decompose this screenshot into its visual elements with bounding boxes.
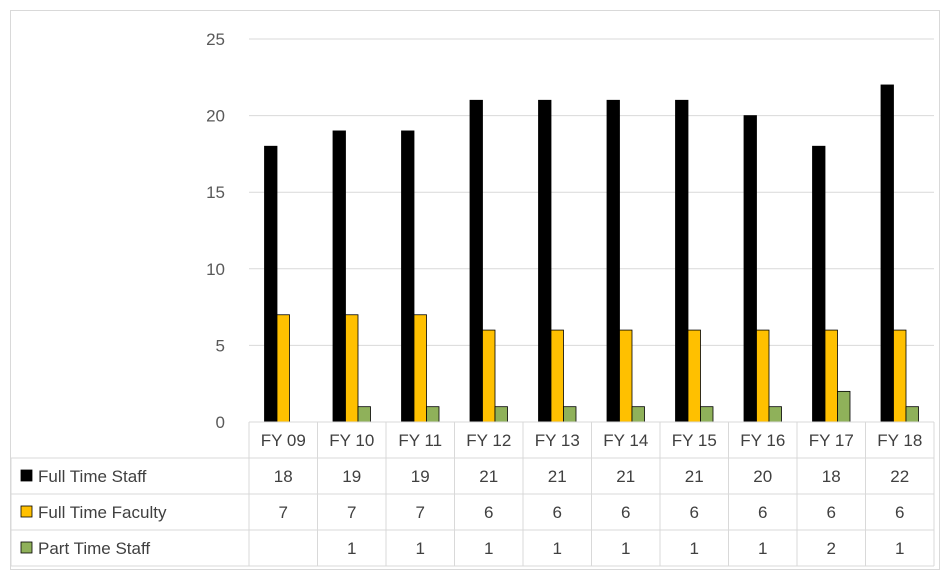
data-table-cell: 19 [411,467,430,486]
legend-key [20,469,33,482]
data-table-cell: 7 [416,503,425,522]
bar [905,406,919,423]
bar [675,99,689,423]
y-tick-label: 10 [206,260,225,279]
bar [756,329,770,423]
bar [893,329,907,423]
bar [264,145,278,423]
legend-key [20,505,33,518]
data-table-cell: 18 [822,467,841,486]
bar-chart: 0 5 10 15 20 25 FY 09 FY 10 FY 11 FY 12 FY 13 FY 14… [11,30,935,567]
data-table-cell: 6 [484,503,493,522]
bar [482,329,496,423]
x-category-label: FY 09 [261,431,306,450]
bar [276,314,290,423]
bar [619,329,633,423]
data-table-cell: 19 [342,467,361,486]
data-table-cell: 21 [685,467,704,486]
x-category-label: FY 13 [535,431,580,450]
data-table-cell: 1 [553,539,562,558]
y-tick-label: 25 [206,30,225,49]
bar [837,390,851,423]
bar [700,406,714,423]
bar [550,329,564,423]
bar [812,145,826,423]
y-tick-label: 0 [216,413,225,432]
bar [401,130,415,423]
x-category-label: FY 17 [809,431,854,450]
bar [413,314,427,423]
x-category-label: FY 18 [877,431,922,450]
data-table-cell: 1 [416,539,425,558]
data-table-cell: 6 [895,503,904,522]
data-table-cell: 1 [758,539,767,558]
bar [494,406,508,423]
data-table-cell: 21 [479,467,498,486]
data-table-cell: 18 [274,467,293,486]
bar [357,406,371,423]
data-table-cell: 6 [553,503,562,522]
data-table-cell: 6 [690,503,699,522]
chart-frame: 0 5 10 15 20 25 FY 09 FY 10 FY 11 FY 12 FY 13 FY 14… [10,10,940,570]
bar [631,406,645,423]
bar [824,329,838,423]
bar [606,99,620,423]
x-category-label: FY 10 [329,431,374,450]
y-tick-label: 15 [206,183,225,202]
bar [469,99,483,423]
data-table-cell: 6 [621,503,630,522]
x-category-label: FY 11 [398,431,442,450]
data-table-cell: 7 [279,503,288,522]
bar [743,115,757,423]
data-table-cell: 22 [890,467,909,486]
data-table-cell: 20 [753,467,772,486]
bar [563,406,577,423]
x-category-label: FY 14 [603,431,648,450]
bar [687,329,701,423]
legend-series-name: Full Time Faculty [38,503,167,522]
data-table-cell: 1 [621,539,630,558]
bar [345,314,359,423]
bar [426,406,440,423]
data-table-cell: 2 [827,539,836,558]
x-category-label: FY 16 [740,431,785,450]
data-table-cell: 21 [548,467,567,486]
y-tick-label: 20 [206,107,225,126]
legend-series-name: Full Time Staff [38,467,147,486]
bar [768,406,782,423]
data-table-cell: 1 [895,539,904,558]
data-table-cell: 21 [616,467,635,486]
y-tick-label: 5 [216,336,225,355]
data-table-cell: 6 [758,503,767,522]
bar [880,84,894,423]
data-table-cell: 6 [827,503,836,522]
data-table-cell: 1 [347,539,356,558]
x-category-label: FY 15 [672,431,717,450]
data-table-cell: 7 [347,503,356,522]
data-table-cell: 1 [484,539,493,558]
data-table-cell: 1 [690,539,699,558]
bar [332,130,346,423]
x-category-label: FY 12 [466,431,511,450]
bar [538,99,552,423]
legend-series-name: Part Time Staff [38,539,150,558]
legend-key [20,541,33,554]
